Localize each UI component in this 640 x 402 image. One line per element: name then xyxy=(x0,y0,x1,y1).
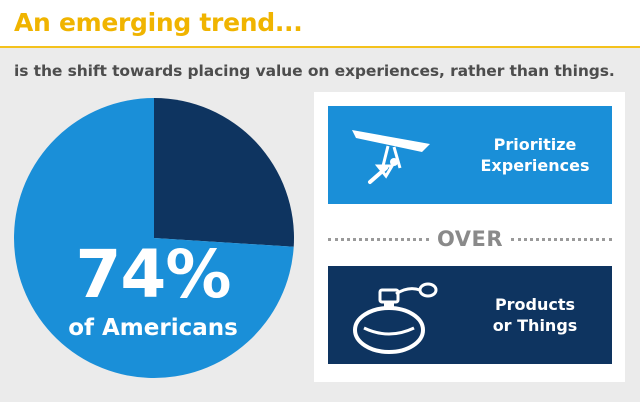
divider-dots-right xyxy=(511,237,612,241)
divider-dots-left xyxy=(328,237,429,241)
pie-center-value: 74% xyxy=(75,236,232,313)
hang-glider-icon xyxy=(352,130,430,184)
experiences-label: Prioritize Experiences xyxy=(480,135,590,175)
perfume-bottle-icon xyxy=(353,282,438,354)
things-card: Products or Things xyxy=(328,266,612,364)
over-text: OVER xyxy=(436,227,504,251)
experiences-card: Prioritize Experiences xyxy=(328,106,612,204)
things-label: Products or Things xyxy=(492,295,578,335)
subtitle: is the shift towards placing value on ex… xyxy=(14,62,615,80)
over-divider: OVER xyxy=(328,224,612,254)
comparison-panel: Prioritize Experiences OVER Products or … xyxy=(314,92,625,382)
pie-slice-prioritize-experiences xyxy=(13,98,294,378)
pie-slice-products-or-things xyxy=(154,98,294,247)
header-bar: An emerging trend... xyxy=(0,0,640,48)
pie-center-label: of Americans xyxy=(68,315,238,341)
header-title: An emerging trend... xyxy=(14,8,303,37)
